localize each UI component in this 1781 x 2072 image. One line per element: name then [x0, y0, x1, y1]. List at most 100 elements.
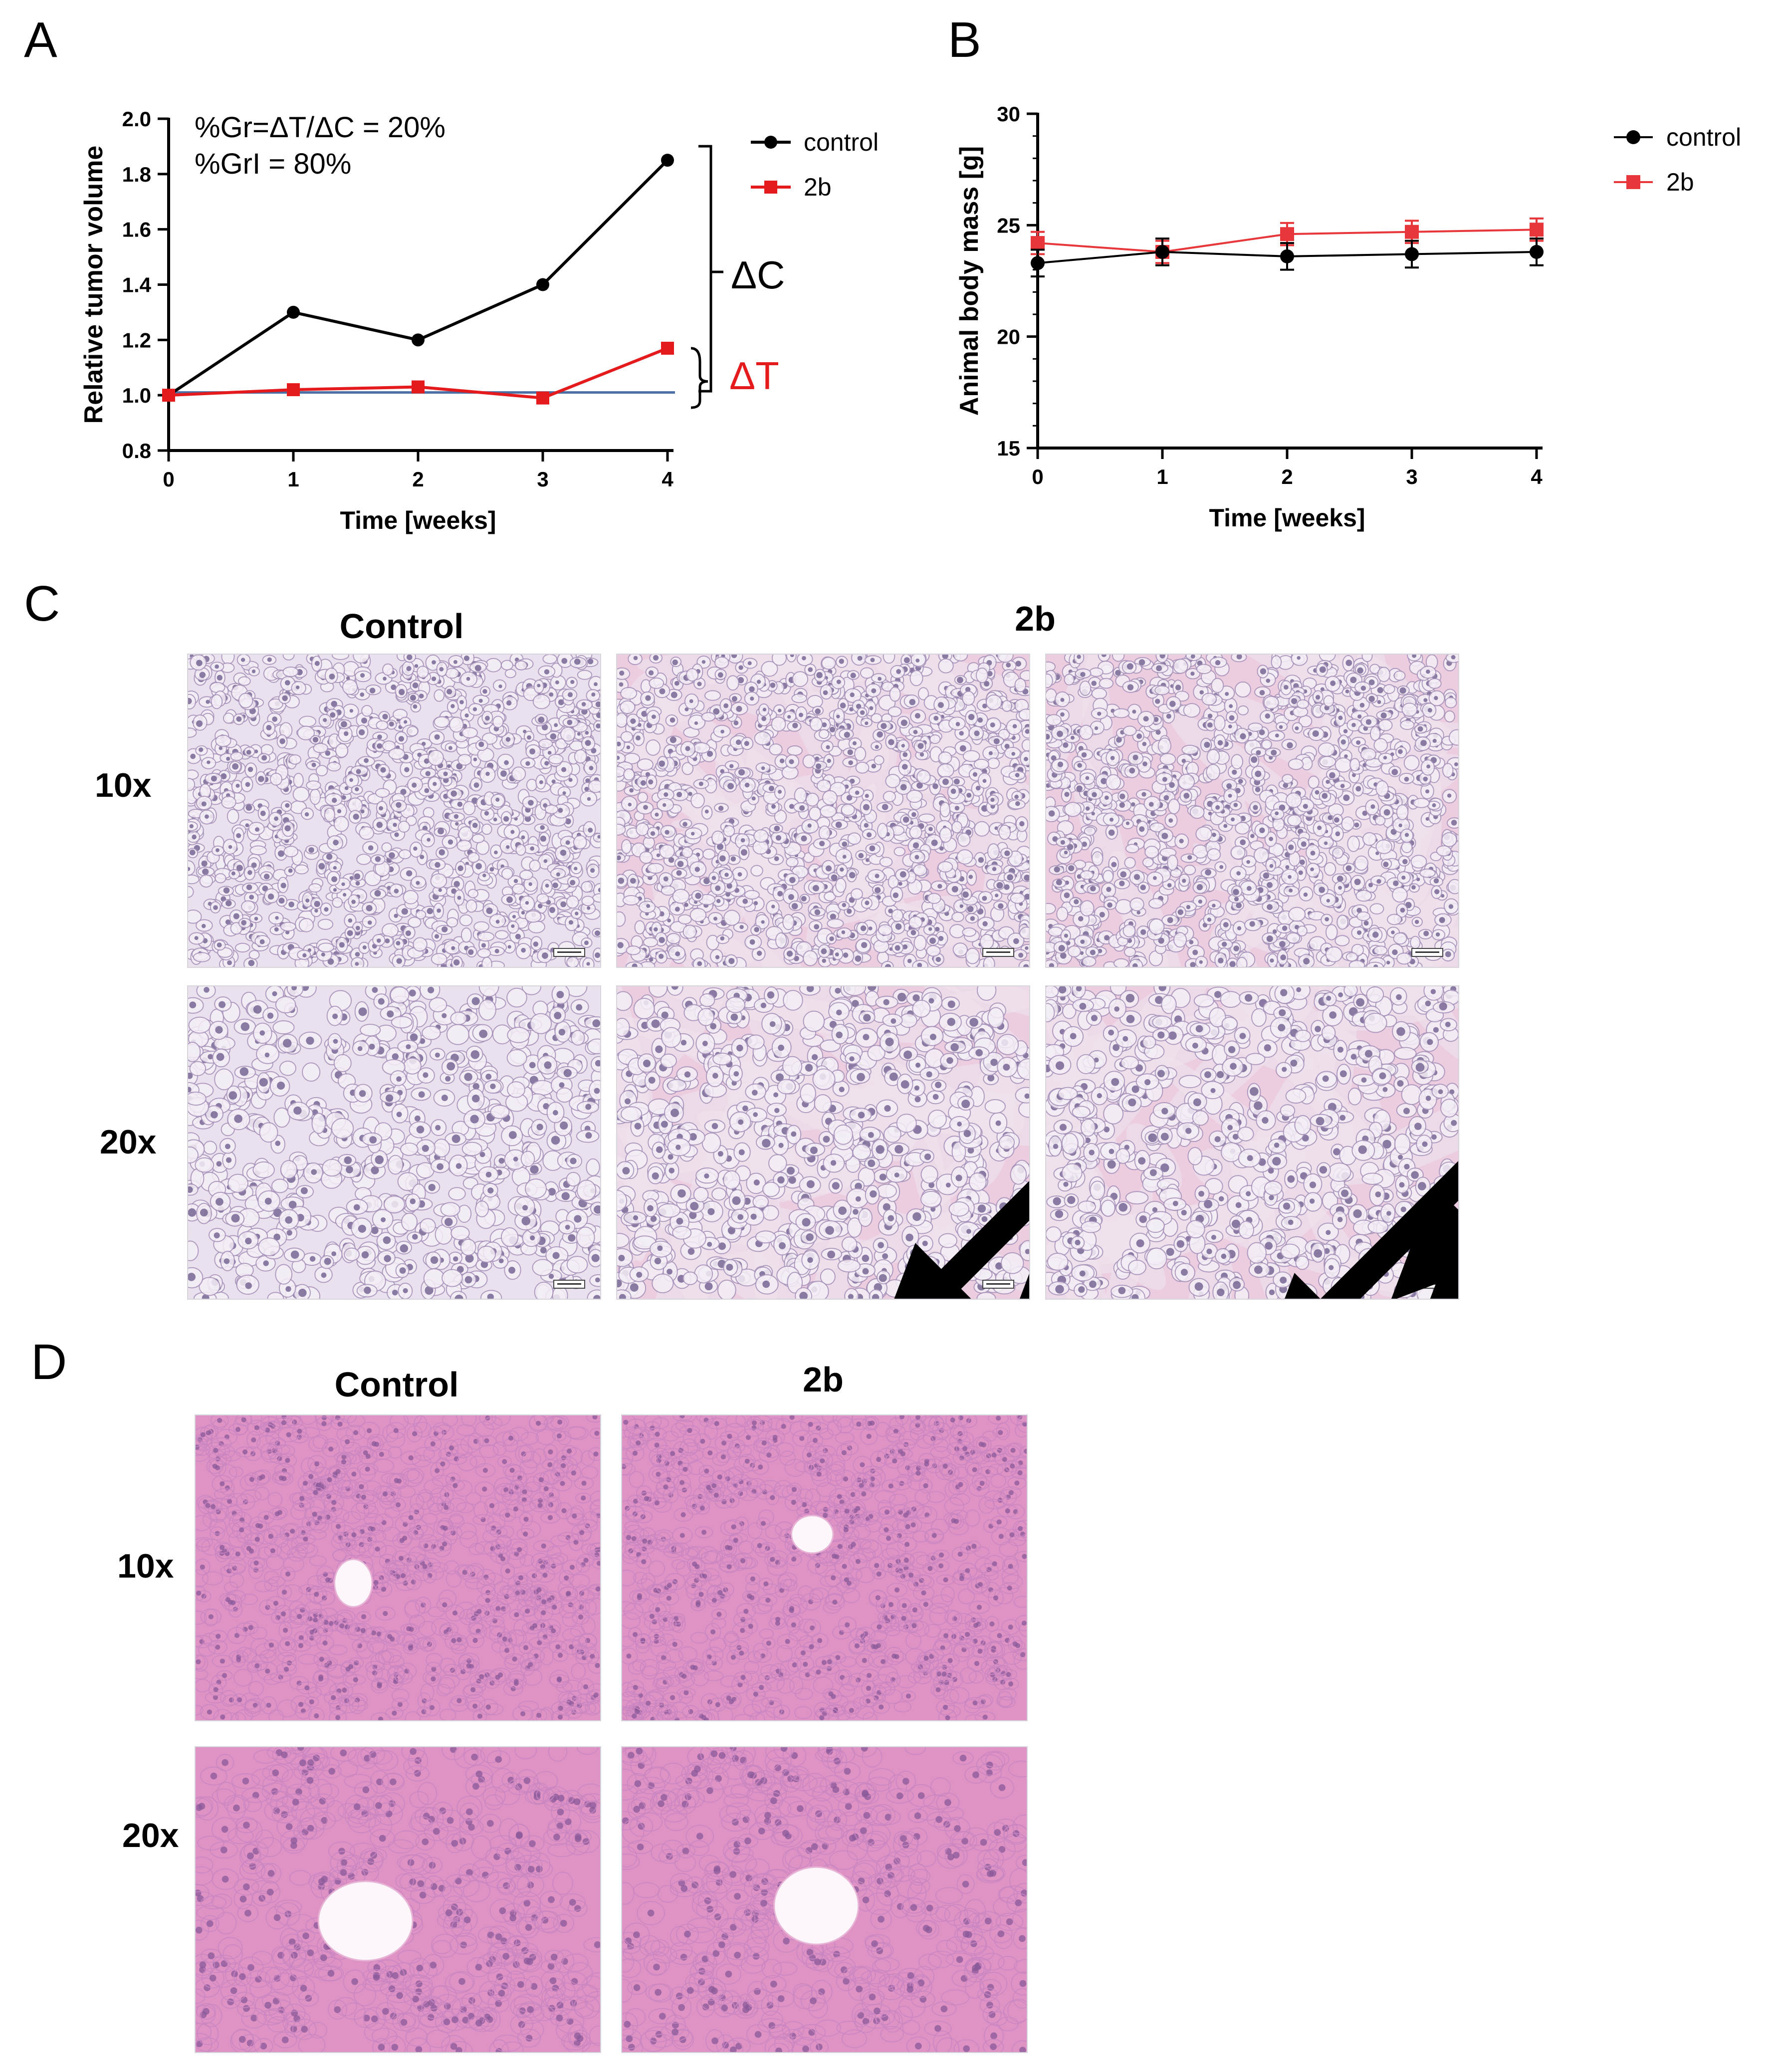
- nucleus: [919, 752, 924, 757]
- tumor-cell: [519, 870, 533, 881]
- nucleus: [1054, 866, 1060, 873]
- nucleus: [1240, 733, 1246, 739]
- nucleus: [1161, 833, 1168, 840]
- tumor-cell: [413, 937, 428, 952]
- tumor-cell: [956, 849, 973, 865]
- tumor-cell: [1383, 684, 1395, 694]
- nucleus: [855, 790, 860, 795]
- nucleus: [407, 655, 413, 661]
- data-point-2b: [536, 391, 549, 405]
- nucleus: [829, 936, 834, 941]
- nucleus: [543, 859, 548, 863]
- nucleus: [288, 901, 294, 908]
- tumor-cell: [750, 865, 763, 877]
- nucleus: [1159, 655, 1165, 659]
- tumor-cell: [951, 821, 962, 834]
- nucleus: [677, 861, 684, 867]
- nucleus: [412, 782, 417, 788]
- nucleus: [274, 927, 279, 932]
- nucleus: [1272, 929, 1277, 934]
- nucleus: [451, 946, 455, 950]
- nucleus: [618, 878, 625, 884]
- nucleus: [282, 695, 288, 701]
- growth-inhibition-annotation: %GrI = 80%: [195, 148, 351, 180]
- tumor-cell: [957, 832, 971, 847]
- nucleus: [1287, 742, 1293, 749]
- nucleus: [245, 804, 252, 811]
- nucleus: [632, 963, 638, 967]
- tumor-cell: [851, 888, 863, 900]
- nucleus: [587, 906, 591, 910]
- tumor-cell: [408, 917, 422, 928]
- nucleus: [982, 921, 988, 926]
- data-point-2b: [1031, 236, 1045, 250]
- nucleus: [990, 797, 995, 802]
- nucleus: [733, 720, 739, 725]
- x-tick-label: 1: [287, 467, 299, 491]
- panel-letter-a: A: [24, 12, 57, 68]
- nucleus: [697, 961, 702, 966]
- nucleus: [835, 821, 842, 828]
- tumor-cell: [226, 809, 239, 824]
- tumor-cell: [317, 919, 334, 930]
- nucleus: [1412, 655, 1417, 658]
- nucleus: [1324, 841, 1328, 845]
- tumor-cell: [430, 873, 447, 889]
- nucleus: [739, 924, 744, 929]
- nucleus: [233, 913, 239, 920]
- nucleus: [545, 884, 549, 888]
- nucleus: [1063, 742, 1069, 748]
- nucleus: [674, 681, 679, 686]
- nucleus: [996, 882, 1003, 889]
- tumor-cell: [769, 743, 783, 756]
- nucleus: [438, 828, 444, 835]
- tumor-cell: [681, 762, 694, 775]
- tumor-cell: [681, 846, 693, 858]
- nucleus: [814, 924, 820, 929]
- nucleus: [272, 716, 277, 722]
- nucleus: [595, 952, 600, 958]
- tumor-cell: [677, 914, 692, 925]
- nucleus: [939, 846, 944, 851]
- nucleus: [731, 696, 737, 702]
- nucleus: [396, 958, 402, 964]
- nucleus: [468, 949, 474, 955]
- panel-letter-d: D: [31, 1334, 67, 1390]
- nucleus: [867, 832, 872, 838]
- tumor-cell: [682, 924, 697, 939]
- nucleus: [567, 719, 573, 725]
- nucleus: [568, 920, 574, 925]
- micrograph-tumor-2b-10x-a: [616, 654, 1030, 968]
- nucleus: [586, 962, 590, 966]
- nucleus: [842, 841, 848, 847]
- nucleus: [574, 867, 578, 871]
- tumor-cell: [661, 885, 675, 896]
- tumor-cell: [481, 956, 492, 967]
- nucleus: [1049, 963, 1055, 967]
- nucleus: [260, 810, 266, 816]
- nucleus: [653, 655, 659, 661]
- nucleus: [284, 680, 290, 686]
- tumor-cell: [1366, 961, 1384, 967]
- nucleus: [457, 896, 461, 900]
- tissue-texture: [1046, 655, 1458, 967]
- nucleus: [241, 920, 247, 925]
- nucleus: [225, 900, 232, 907]
- nucleus: [1007, 874, 1013, 881]
- nucleus: [694, 721, 698, 725]
- nucleus: [1368, 695, 1375, 702]
- nucleus: [261, 755, 267, 761]
- nucleus: [831, 874, 838, 881]
- nucleus: [990, 722, 995, 728]
- tumor-cell: [1167, 798, 1180, 815]
- nucleus: [321, 952, 325, 957]
- nucleus: [308, 847, 314, 853]
- nucleus: [938, 935, 944, 941]
- nucleus: [768, 786, 774, 792]
- tumor-cell: [381, 923, 399, 938]
- nucleus: [568, 778, 573, 782]
- tumor-cell: [962, 691, 975, 706]
- tumor-cell: [704, 690, 721, 701]
- nucleus: [1019, 821, 1025, 827]
- tumor-cell: [460, 927, 472, 943]
